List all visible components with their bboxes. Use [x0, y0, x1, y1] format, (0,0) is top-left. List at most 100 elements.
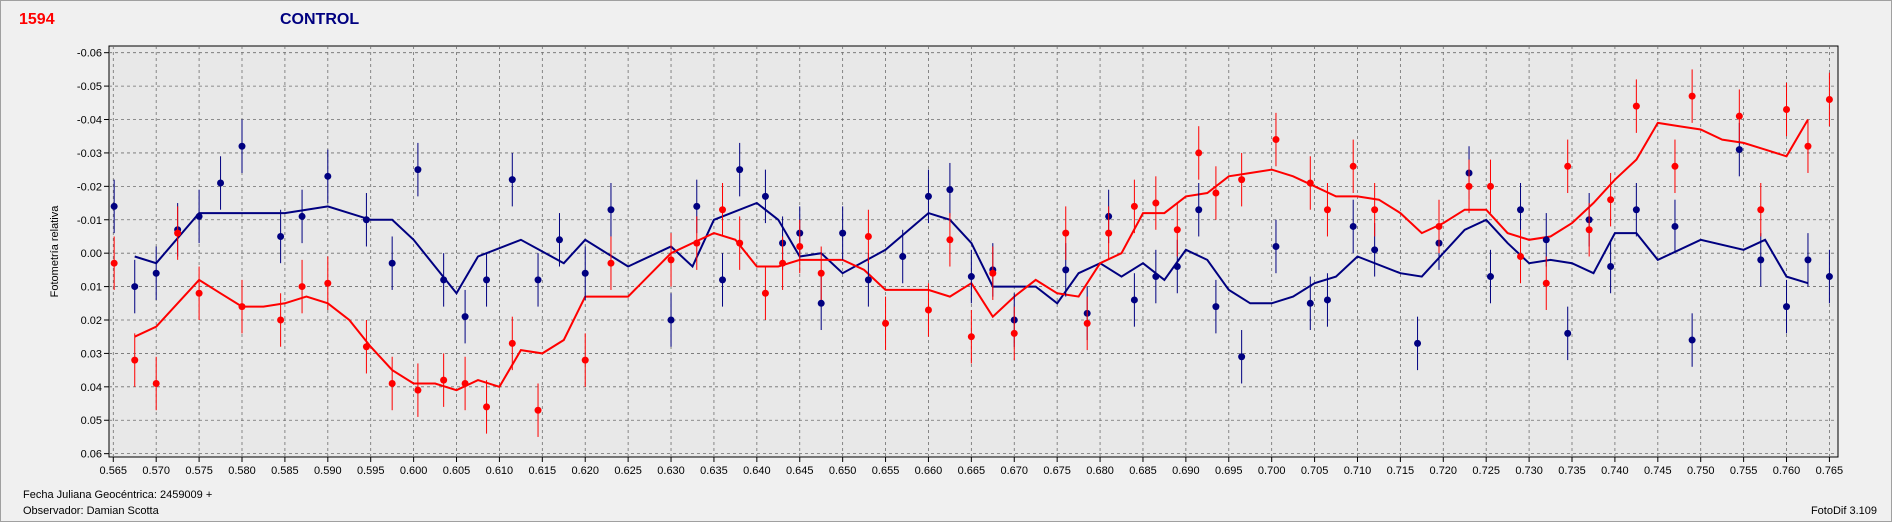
data-point: [796, 242, 804, 250]
data-point: [440, 276, 448, 284]
x-tick-label: 0.750: [1687, 465, 1715, 477]
series-line-1: [134, 118, 1809, 392]
data-point: [1130, 202, 1138, 210]
x-tick-label: 0.570: [142, 465, 170, 477]
series-lines: [134, 118, 1809, 392]
data-point: [1486, 182, 1494, 190]
data-point: [1306, 299, 1314, 307]
x-tick-label: 0.730: [1515, 465, 1543, 477]
data-point: [131, 283, 139, 291]
x-tick-label: 0.630: [657, 465, 685, 477]
x-tick-label: 0.575: [185, 465, 213, 477]
data-point: [1632, 206, 1640, 214]
data-point: [1564, 162, 1572, 170]
data-point: [1585, 226, 1593, 234]
data-point: [667, 316, 675, 324]
x-tick-label: 0.640: [743, 465, 771, 477]
data-point: [131, 356, 139, 364]
x-tick-label: 0.735: [1558, 465, 1586, 477]
x-tick-label: 0.665: [958, 465, 986, 477]
y-tick-label: 0.04: [81, 382, 102, 394]
data-point: [1825, 273, 1833, 281]
data-point: [1152, 199, 1160, 207]
data-point: [1735, 146, 1743, 154]
x-tick-label: 0.610: [486, 465, 514, 477]
data-point: [1195, 206, 1203, 214]
data-point: [693, 202, 701, 210]
data-point: [217, 179, 225, 187]
data-point: [238, 142, 246, 150]
x-tick-label: 0.745: [1644, 465, 1672, 477]
data-point: [719, 206, 727, 214]
data-point: [1062, 229, 1070, 237]
x-tick-label: 0.635: [700, 465, 728, 477]
x-tick-label: 0.655: [872, 465, 900, 477]
data-point: [1212, 303, 1220, 311]
data-point: [1238, 176, 1246, 184]
data-point: [1564, 329, 1572, 337]
data-point: [1783, 105, 1791, 113]
x-tick-label: 0.600: [400, 465, 428, 477]
data-point: [1371, 246, 1379, 254]
series-points: [110, 69, 1833, 437]
x-tick-label: 0.650: [829, 465, 857, 477]
data-point: [1688, 92, 1696, 100]
data-point: [1435, 222, 1443, 230]
x-tick-label: 0.725: [1472, 465, 1500, 477]
x-tick-label: 0.680: [1086, 465, 1114, 477]
data-point: [1465, 182, 1473, 190]
x-tick-label: 0.710: [1344, 465, 1372, 477]
data-point: [440, 376, 448, 384]
y-tick-label: 0.02: [81, 315, 102, 327]
data-point: [967, 333, 975, 341]
x-tick-label: 0.690: [1172, 465, 1200, 477]
data-point: [761, 289, 769, 297]
data-point: [736, 166, 744, 174]
y-axis-label: Fotometría relativa: [49, 205, 61, 298]
data-point: [882, 319, 890, 327]
data-point: [1517, 253, 1525, 261]
x-tick-label: 0.675: [1043, 465, 1071, 477]
data-point: [324, 279, 332, 287]
data-point: [195, 289, 203, 297]
x-tick-label: 0.765: [1816, 465, 1844, 477]
x-tick-label: 0.755: [1730, 465, 1758, 477]
data-point: [152, 269, 160, 277]
data-point: [607, 206, 615, 214]
x-tick-label: 0.715: [1387, 465, 1415, 477]
data-point: [1010, 329, 1018, 337]
data-point: [388, 379, 396, 387]
data-point: [508, 339, 516, 347]
data-point: [1323, 206, 1331, 214]
data-point: [1688, 336, 1696, 344]
data-point: [1152, 273, 1160, 281]
data-point: [1130, 296, 1138, 304]
data-point: [555, 236, 563, 244]
data-point: [152, 379, 160, 387]
data-point: [719, 276, 727, 284]
x-tick-label: 0.605: [443, 465, 471, 477]
y-tick-label: 0.03: [81, 348, 102, 360]
x-tick-label: 0.740: [1601, 465, 1629, 477]
x-tick-label: 0.700: [1258, 465, 1286, 477]
plot-area: [108, 45, 1839, 458]
data-point: [1105, 229, 1113, 237]
data-point: [839, 229, 847, 237]
x-tick-label: 0.760: [1773, 465, 1801, 477]
data-point: [1735, 112, 1743, 120]
x-tick-label: 0.595: [357, 465, 385, 477]
data-point: [1607, 263, 1615, 271]
data-point: [924, 192, 932, 200]
data-point: [110, 202, 118, 210]
data-point: [362, 343, 370, 351]
data-point: [1757, 206, 1765, 214]
x-tick-label: 0.615: [529, 465, 557, 477]
x-tick-label: 0.670: [1000, 465, 1028, 477]
x-tick-label: 0.565: [100, 465, 128, 477]
x-tick-label: 0.620: [571, 465, 599, 477]
chart-title: CONTROL: [280, 11, 360, 28]
data-point: [298, 212, 306, 220]
y-tick-label: -0.06: [77, 48, 102, 60]
data-point: [1804, 142, 1812, 150]
data-point: [298, 283, 306, 291]
